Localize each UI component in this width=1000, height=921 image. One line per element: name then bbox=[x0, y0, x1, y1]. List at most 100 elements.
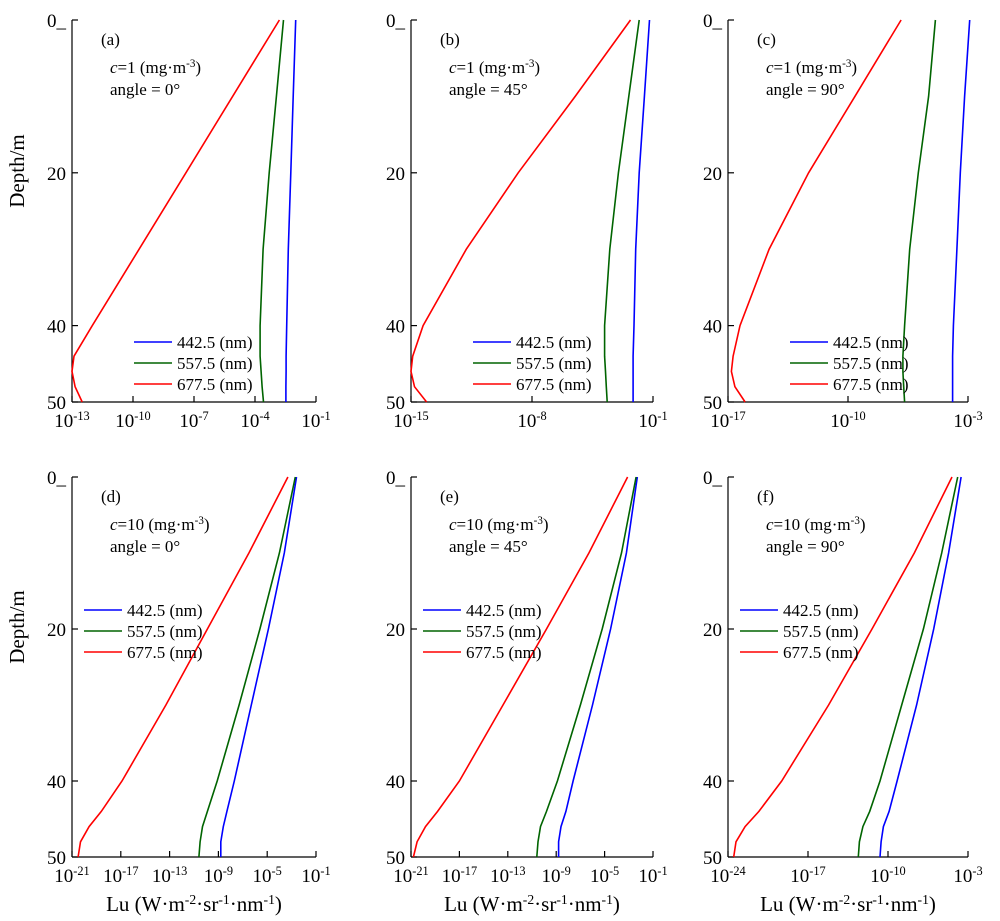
legend-label: 677.5 (nm) bbox=[516, 375, 592, 394]
legend-label: 442.5 (nm) bbox=[177, 333, 253, 352]
series-line-442.5 bbox=[285, 19, 297, 402]
y-tick-label: 20 bbox=[47, 620, 66, 641]
y-tick-label: 40 bbox=[386, 772, 405, 793]
y-tick-label: 50 bbox=[47, 393, 66, 414]
series-line-677.5 bbox=[730, 19, 902, 403]
panel-label: (b) bbox=[440, 30, 460, 49]
series-line-677.5 bbox=[410, 19, 632, 403]
series-line-557.5 bbox=[259, 19, 285, 403]
x-tick-label: 10-5 bbox=[253, 864, 282, 887]
x-tick-label: 10-1 bbox=[638, 409, 667, 432]
legend: 442.5 (nm) 557.5 (nm) 677.5 (nm) bbox=[134, 333, 253, 394]
x-tick-label: 10-3 bbox=[953, 864, 982, 887]
series-line-557.5 bbox=[902, 19, 937, 403]
x-tick-label: 10-1 bbox=[301, 864, 330, 887]
legend-label: 442.5 (nm) bbox=[783, 601, 859, 620]
series-line-557.5 bbox=[536, 476, 637, 858]
x-axis-label: Lu (W·m-2·sr-1·nm-1) bbox=[106, 892, 282, 917]
legend-label: 677.5 (nm) bbox=[466, 643, 542, 662]
series-line-677.5 bbox=[71, 19, 281, 403]
y-tick-label: 0_ bbox=[703, 11, 723, 32]
y-axis-label: Depth/m bbox=[5, 134, 29, 208]
y-tick-label: 0_ bbox=[703, 468, 723, 489]
x-tick-label: 10-1 bbox=[301, 409, 330, 432]
y-tick-label: 0_ bbox=[386, 468, 406, 489]
x-axis-label: Lu (W·m-2·sr-1·nm-1) bbox=[444, 892, 620, 917]
concentration-label: c=1 (mg·m-3) bbox=[449, 58, 540, 77]
panel-label: (d) bbox=[101, 487, 121, 506]
legend: 442.5 (nm) 557.5 (nm) 677.5 (nm) bbox=[740, 601, 859, 662]
y-tick-label: 50 bbox=[47, 848, 66, 869]
panel-label: (a) bbox=[101, 30, 120, 49]
y-tick-label: 20 bbox=[703, 620, 722, 641]
x-tick-label: 10-3 bbox=[953, 409, 982, 432]
x-tick-label: 10-15 bbox=[393, 409, 428, 432]
series-line-677.5 bbox=[412, 476, 629, 858]
y-tick-label: 0_ bbox=[47, 468, 67, 489]
series-line-442.5 bbox=[879, 476, 962, 858]
x-tick-label: 10-24 bbox=[710, 864, 745, 887]
y-axis-label: Depth/m bbox=[5, 590, 29, 664]
series-line-557.5 bbox=[857, 476, 959, 858]
panel-label: (f) bbox=[757, 487, 774, 506]
y-tick-label: 50 bbox=[703, 848, 722, 869]
x-tick-label: 10-10 bbox=[830, 409, 865, 432]
x-tick-label: 10-8 bbox=[517, 409, 546, 432]
x-tick-label: 10-10 bbox=[115, 409, 150, 432]
x-tick-label: 10-21 bbox=[393, 864, 428, 887]
series-line-677.5 bbox=[732, 476, 953, 858]
legend-label: 557.5 (nm) bbox=[177, 354, 253, 373]
legend-label: 442.5 (nm) bbox=[516, 333, 592, 352]
legend-label: 557.5 (nm) bbox=[127, 622, 203, 641]
x-tick-label: 10-17 bbox=[442, 864, 477, 887]
legend: 442.5 (nm) 557.5 (nm) 677.5 (nm) bbox=[473, 333, 592, 394]
angle-label: angle = 45° bbox=[449, 80, 528, 99]
x-tick-label: 10-1 bbox=[638, 864, 667, 887]
angle-label: angle = 0° bbox=[110, 80, 180, 99]
legend-label: 557.5 (nm) bbox=[833, 354, 909, 373]
x-tick-label: 10-13 bbox=[54, 409, 89, 432]
concentration-label: c=1 (mg·m-3) bbox=[110, 58, 201, 77]
y-tick-label: 20 bbox=[47, 164, 66, 185]
concentration-label: c=10 (mg·m-3) bbox=[766, 515, 866, 534]
legend-label: 677.5 (nm) bbox=[177, 375, 253, 394]
y-tick-label: 0_ bbox=[47, 11, 67, 32]
x-tick-label: 10-9 bbox=[204, 864, 233, 887]
series-line-442.5 bbox=[557, 476, 639, 857]
x-tick-label: 10-17 bbox=[790, 864, 825, 887]
series-line-557.5 bbox=[603, 19, 640, 403]
x-tick-label: 10-7 bbox=[179, 409, 208, 432]
legend-label: 557.5 (nm) bbox=[783, 622, 859, 641]
x-tick-label: 10-13 bbox=[490, 864, 525, 887]
panel-label: (c) bbox=[757, 30, 776, 49]
y-tick-label: 0_ bbox=[386, 11, 406, 32]
y-tick-label: 50 bbox=[703, 393, 722, 414]
legend-label: 442.5 (nm) bbox=[466, 601, 542, 620]
legend-label: 442.5 (nm) bbox=[833, 333, 909, 352]
x-tick-label: 10-17 bbox=[103, 864, 138, 887]
concentration-label: c=1 (mg·m-3) bbox=[766, 58, 857, 77]
x-tick-label: 10-5 bbox=[590, 864, 619, 887]
y-tick-label: 40 bbox=[703, 317, 722, 338]
x-tick-label: 10-17 bbox=[710, 409, 745, 432]
legend: 442.5 (nm) 557.5 (nm) 677.5 (nm) bbox=[790, 333, 909, 394]
angle-label: angle = 45° bbox=[449, 537, 528, 556]
x-tick-label: 10-21 bbox=[54, 864, 89, 887]
angle-label: angle = 90° bbox=[766, 80, 845, 99]
series-line-677.5 bbox=[77, 476, 289, 858]
legend: 442.5 (nm) 557.5 (nm) 677.5 (nm) bbox=[84, 601, 203, 662]
series-line-442.5 bbox=[220, 476, 298, 857]
x-tick-label: 10-9 bbox=[542, 864, 571, 887]
x-tick-label: 10-13 bbox=[152, 864, 187, 887]
y-tick-label: 20 bbox=[386, 620, 405, 641]
x-axis-label: Lu (W·m-2·sr-1·nm-1) bbox=[760, 892, 936, 917]
y-tick-label: 20 bbox=[703, 164, 722, 185]
y-tick-label: 50 bbox=[386, 393, 405, 414]
series-line-442.5 bbox=[951, 19, 971, 402]
